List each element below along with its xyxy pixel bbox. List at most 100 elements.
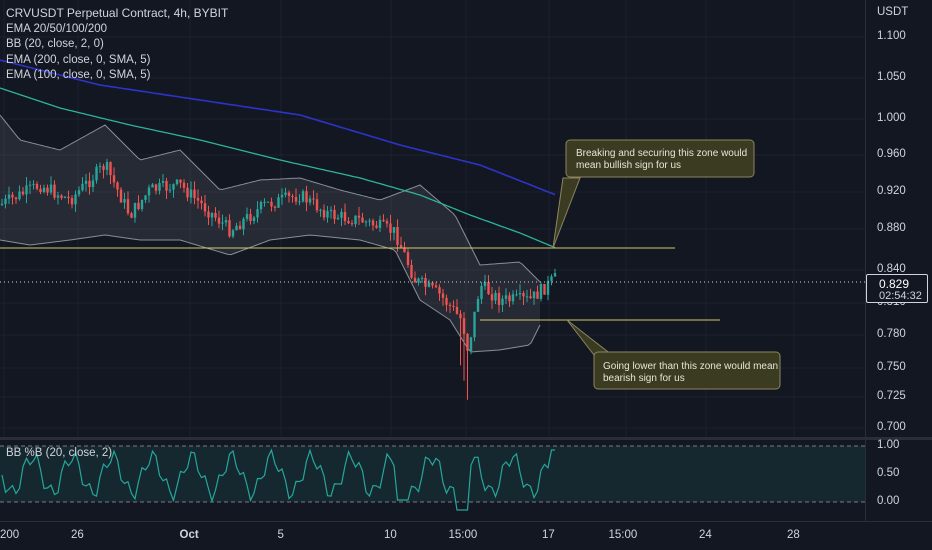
candle-body	[112, 175, 116, 183]
candle-body	[508, 295, 511, 302]
main-chart[interactable]	[0, 0, 865, 437]
candle-body	[284, 192, 287, 195]
bullish-callout-box[interactable]	[565, 139, 755, 178]
candle-body	[95, 166, 98, 181]
candle-body	[378, 219, 382, 228]
pane-divider[interactable]	[0, 437, 932, 440]
candle-body	[413, 277, 417, 283]
time-tick-label: 17	[542, 529, 555, 541]
candle-body	[42, 187, 46, 193]
candle-body	[126, 199, 130, 214]
candle-body	[389, 223, 392, 233]
candle-body	[179, 179, 182, 183]
candle-body	[200, 200, 203, 204]
symbol-title[interactable]: CRVUSDT Perpetual Contract, 4h, BYBIT	[6, 6, 229, 20]
legend-bollinger[interactable]: BB (20, close, 2, 0)	[6, 38, 104, 50]
candle-body	[249, 214, 252, 222]
time-tick-label: 5	[277, 529, 284, 541]
candle-body	[49, 184, 53, 193]
candle-body	[511, 294, 515, 302]
candle-body	[39, 188, 42, 193]
bb-percent-b-pane[interactable]	[0, 440, 865, 521]
candle-body	[427, 282, 431, 287]
candle-body	[333, 209, 336, 220]
candle-body	[459, 313, 462, 319]
candle-body	[441, 293, 445, 298]
bearish-callout-box[interactable]	[593, 351, 781, 390]
candle-body	[469, 337, 473, 351]
oscillator-legend[interactable]: BB %B (20, close, 2)	[6, 447, 113, 459]
candle-body	[382, 219, 385, 222]
oscillator-tick-label: 1.00	[877, 439, 900, 451]
candle-body	[473, 311, 476, 338]
candle-body	[245, 214, 249, 219]
candle-body	[217, 217, 221, 224]
legend-ema-100[interactable]: EMA (100, close, 0, SMA, 5)	[6, 69, 151, 81]
candle-body	[63, 196, 67, 198]
candle-body	[18, 191, 21, 200]
candle-body	[445, 297, 448, 305]
candle-body	[119, 189, 123, 203]
candle-body	[214, 212, 217, 218]
candle-body	[56, 195, 60, 198]
candle-body	[266, 201, 270, 203]
candle-body	[280, 194, 284, 198]
candle-body	[343, 211, 347, 222]
bullish-callout-line2: mean bullish sign for us	[576, 160, 682, 171]
legend-ema-ribbon[interactable]: EMA 20/50/100/200	[6, 22, 108, 35]
candle-body	[98, 166, 102, 168]
time-axis[interactable]: 200 26 Oct 5 10 15:00 17 15:00 24 28	[0, 521, 932, 550]
candle-body	[483, 281, 487, 287]
candle-body	[490, 294, 494, 301]
candle-body	[235, 225, 238, 231]
bollinger-upper-band	[0, 114, 541, 283]
candle-body	[25, 185, 28, 195]
candle-body	[210, 212, 214, 218]
candle-body	[221, 222, 224, 224]
time-tick-label: 28	[787, 529, 800, 541]
candle-body	[308, 198, 312, 203]
candle-body	[410, 265, 413, 278]
candle-body	[53, 184, 56, 198]
candle-body	[259, 202, 263, 210]
candle-body	[371, 220, 375, 226]
candle-body	[522, 293, 525, 297]
candle-body	[168, 189, 172, 191]
candle-body	[0, 203, 4, 205]
candle-body	[501, 298, 504, 305]
candle-body	[455, 306, 459, 314]
candle-body	[102, 166, 105, 170]
candle-body	[504, 295, 508, 299]
ema-100-line	[0, 87, 556, 249]
legend-ema-200[interactable]: EMA (200, close, 0, SMA, 5)	[6, 53, 151, 66]
oscillator-tick-label: 0.50	[877, 467, 900, 479]
price-tick-label: 0.780	[877, 328, 906, 340]
candle-body	[375, 225, 378, 228]
bearish-callout-line1: Going lower than this zone would mean	[603, 361, 779, 372]
candle-body	[70, 198, 74, 205]
candle-countdown: 02:54:32	[879, 290, 922, 302]
candle-body	[88, 180, 91, 188]
candle-body	[231, 230, 235, 237]
candle-body	[84, 180, 88, 184]
currency-label[interactable]: USDT	[877, 6, 909, 18]
candle-body	[130, 213, 133, 218]
candle-body	[189, 189, 193, 198]
candle-body	[326, 211, 329, 218]
candle-body	[322, 209, 326, 218]
candle-body	[291, 195, 294, 198]
candle-body	[67, 196, 70, 199]
chart-grid	[0, 0, 865, 437]
price-tick-label: 1.000	[877, 112, 906, 124]
price-axis[interactable]: 1.1001.0501.0000.9600.9200.8800.8400.810…	[865, 0, 932, 521]
candle-body	[14, 197, 18, 200]
price-tick-label: 0.840	[877, 263, 906, 275]
candle-body	[515, 294, 518, 296]
candle-body	[417, 278, 420, 283]
price-tick-label: 0.960	[877, 148, 906, 160]
bullish-callout-pointer	[552, 177, 581, 249]
candle-body	[196, 198, 200, 201]
time-tick-label: 26	[71, 529, 84, 541]
current-price-tag: 0.829 02:54:32	[866, 274, 928, 303]
candle-body	[319, 209, 322, 211]
